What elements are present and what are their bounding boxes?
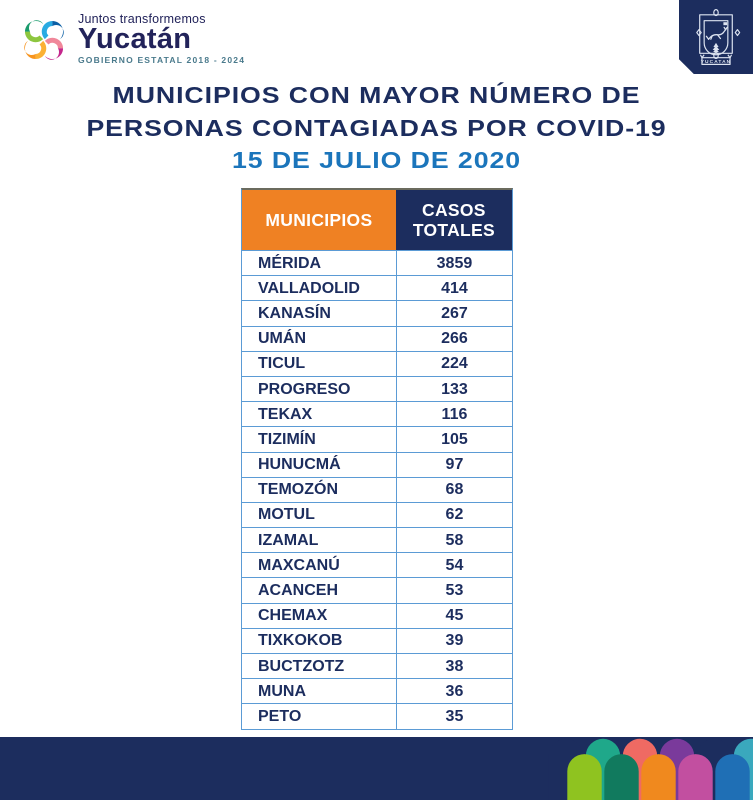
svg-text:YUCATAN: YUCATAN: [701, 59, 732, 65]
